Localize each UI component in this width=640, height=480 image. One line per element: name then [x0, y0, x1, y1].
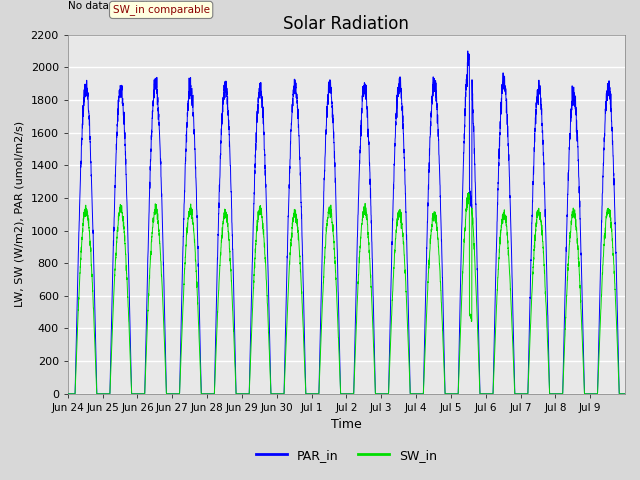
X-axis label: Time: Time [331, 419, 362, 432]
Text: No data for f_SW_out: No data for f_SW_out [68, 0, 178, 11]
Title: Solar Radiation: Solar Radiation [284, 15, 410, 33]
Legend: PAR_in, SW_in: PAR_in, SW_in [251, 444, 442, 467]
Text: SW_in comparable: SW_in comparable [113, 4, 210, 15]
Y-axis label: LW, SW (W/m2), PAR (umol/m2/s): LW, SW (W/m2), PAR (umol/m2/s) [15, 121, 25, 307]
